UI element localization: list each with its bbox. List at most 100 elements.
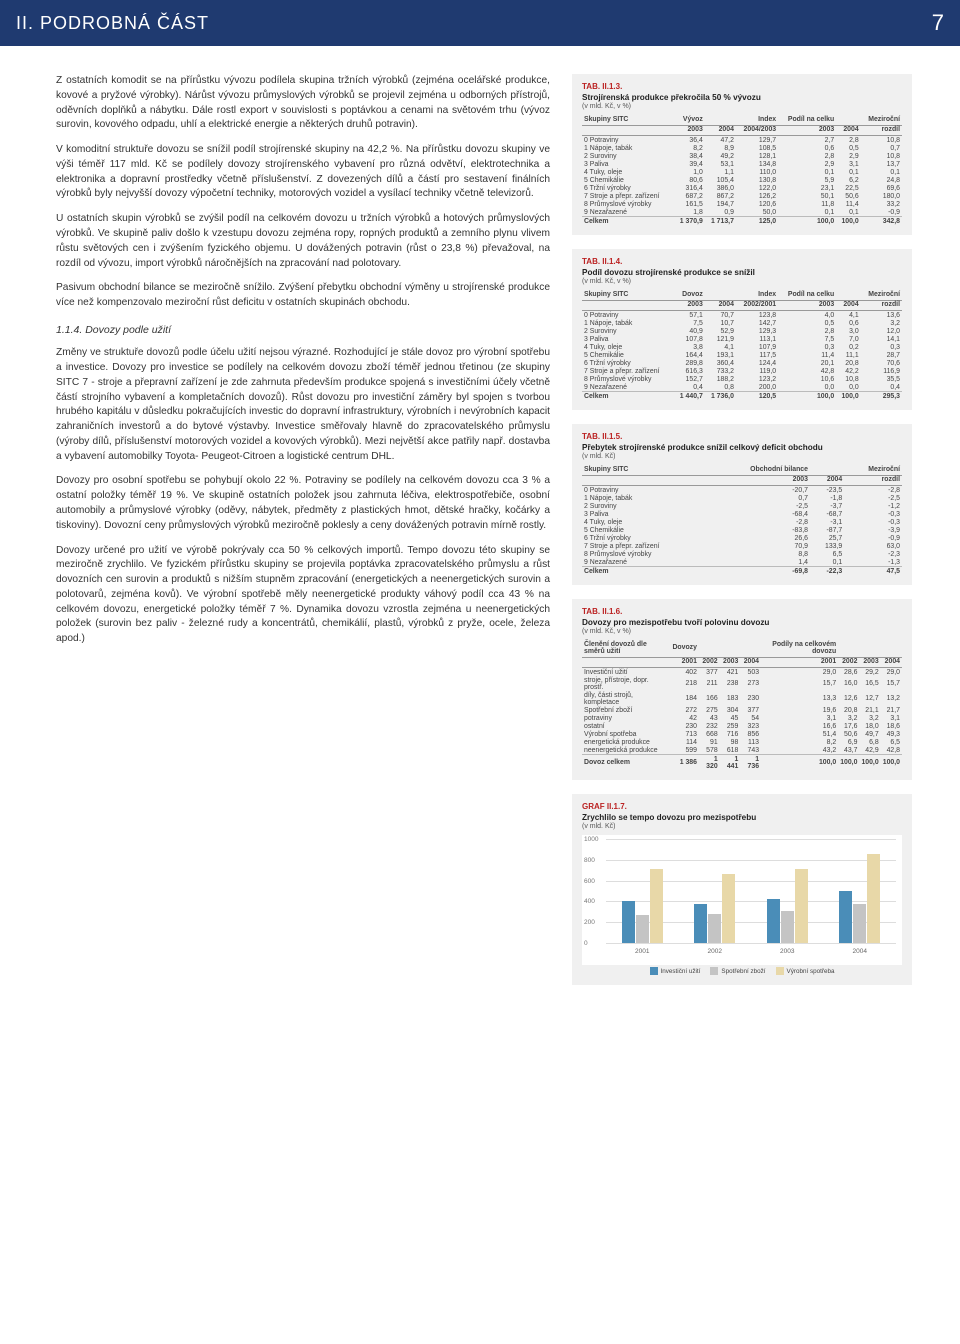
table-cell: 713 [670, 730, 699, 738]
table-unit: (v mld. Kč) [582, 453, 902, 460]
table-cell: 128,1 [736, 152, 778, 160]
table-row: 8 Průmyslové výrobky152,7188,2123,210,61… [582, 375, 902, 383]
chart-area: 020040060080010002001200220032004 [582, 835, 902, 965]
table-cell: -0,9 [861, 208, 902, 217]
table-cell: 230 [670, 722, 699, 730]
table-cell: 35,5 [861, 375, 902, 383]
table-row: 9 Nezařazené0,40,8200,00,00,00,4 [582, 383, 902, 392]
table-cell: 133,9 [810, 542, 844, 550]
table-block-ii13: TAB. II.1.3.Strojírenská produkce překro… [572, 74, 912, 235]
table-cell: 70,9 [710, 542, 810, 550]
table-cell: 134,8 [736, 160, 778, 168]
table-cell: 0,7 [861, 144, 902, 152]
table-header-cell: Vývoz [674, 115, 705, 125]
paragraph: V komoditní struktuře dovozu se snížil p… [56, 143, 550, 202]
table-cell: 120,6 [736, 200, 778, 208]
table-cell: 50,0 [736, 208, 778, 217]
table-cell: 8,9 [705, 144, 736, 152]
table-cell: 70,6 [861, 359, 902, 367]
table-total-row: Dovoz celkem1 3861 3201 4411 736100,0100… [582, 755, 902, 771]
table-cell: 49,2 [705, 152, 736, 160]
table-cell: 43,7 [838, 746, 859, 755]
table-cell: 0,0 [778, 383, 836, 392]
table-header-cell: 2003 [778, 125, 836, 136]
table-row: 9 Nezařazené1,80,950,00,10,1-0,9 [582, 208, 902, 217]
table-row: 7 Stroje a přepr. zařízení70,9133,963,0 [582, 542, 902, 550]
table-cell: 193,1 [705, 351, 736, 359]
bar-group [691, 874, 739, 943]
table-header-cell: 2004/2003 [736, 125, 778, 136]
table-cell: 8,2 [674, 144, 705, 152]
table-header-group: Skupiny SITCVývozIndexPodíl na celkuMezi… [582, 115, 902, 125]
table-cell: 21,7 [881, 706, 902, 714]
table-cell: Celkem [582, 567, 710, 576]
table-header-cell [582, 125, 674, 136]
table-cell: 69,6 [861, 184, 902, 192]
table-cell: 50,6 [838, 730, 859, 738]
table-block-ii15: TAB. II.1.5.Přebytek strojírenské produk… [572, 424, 912, 585]
table-row: ostatní23023225932316,617,618,018,6 [582, 722, 902, 730]
table-cell: 100,0 [881, 755, 902, 771]
chart-bar [767, 899, 780, 943]
table-cell: 2,8 [778, 327, 836, 335]
table-header-cell: 2003 [710, 475, 810, 486]
table-header-cell [838, 640, 859, 657]
table-cell: 26,6 [710, 534, 810, 542]
chart-bars [606, 839, 896, 943]
table-header-cell [582, 475, 710, 486]
table-row: 9 Nezařazené1,40,1-1,3 [582, 558, 902, 567]
chart-xtick: 2002 [708, 948, 722, 955]
table-cell: 49,7 [859, 730, 880, 738]
table-header-cell [705, 290, 736, 300]
table-cell: 29,0 [761, 668, 838, 677]
table-cell: 70,7 [705, 311, 736, 320]
table-cell: 211 [699, 676, 720, 691]
table-header-cell: Dovoz [674, 290, 705, 300]
table-cell: 733,2 [705, 367, 736, 375]
table-cell: -0,9 [844, 534, 902, 542]
table-cell: 2,9 [778, 160, 836, 168]
table-header-cell [582, 657, 670, 668]
table-header-cell [859, 640, 880, 657]
table-label: TAB. II.1.6. [582, 607, 902, 616]
table-cell: 3,0 [836, 327, 861, 335]
table-cell: 180,0 [861, 192, 902, 200]
chart-block-ii17: GRAF II.1.7.Zrychlilo se tempo dovozu pr… [572, 794, 912, 985]
table-cell: 10,7 [705, 319, 736, 327]
table-header-cell: 2003 [859, 657, 880, 668]
table-cell: 3,1 [881, 714, 902, 722]
table-header-cell: Skupiny SITC [582, 465, 710, 475]
table-cell: 3 Paliva [582, 160, 674, 168]
table-header-cell: 2003 [674, 300, 705, 311]
chart-unit: (v mld. Kč) [582, 823, 902, 830]
table-unit: (v mld. Kč, v %) [582, 628, 902, 635]
table-cell: 39,4 [674, 160, 705, 168]
table-cell: 33,2 [861, 200, 902, 208]
table-cell: 7 Stroje a přepr. zařízení [582, 367, 674, 375]
table-row: 6 Tržní výrobky289,8360,4124,420,120,870… [582, 359, 902, 367]
table-cell: 20,8 [838, 706, 859, 714]
table-cell: 120,5 [736, 392, 778, 401]
table-cell: 0,7 [710, 494, 810, 502]
table-cell: -2,8 [844, 486, 902, 495]
table-cell: 114 [670, 738, 699, 746]
table-cell: 0,3 [778, 343, 836, 351]
table-cell: 52,9 [705, 327, 736, 335]
table-cell: 9 Nezařazené [582, 558, 710, 567]
table-cell: 6 Tržní výrobky [582, 534, 710, 542]
table-cell: 6,8 [859, 738, 880, 746]
table-cell: 8 Průmyslové výrobky [582, 200, 674, 208]
table-header-cell: rozdíl [844, 475, 902, 486]
table-row: 4 Tuky, oleje1,01,1110,00,10,10,1 [582, 168, 902, 176]
table-cell: 1 370,9 [674, 217, 705, 226]
table-cell: potraviny [582, 714, 670, 722]
table-cell: 7,5 [674, 319, 705, 327]
table-cell: 5 Chemikálie [582, 176, 674, 184]
table-cell: 63,0 [844, 542, 902, 550]
table-cell: 130,8 [736, 176, 778, 184]
table-cell: -2,5 [710, 502, 810, 510]
table-cell: 49,3 [881, 730, 902, 738]
table-cell: 0,4 [861, 383, 902, 392]
table-header-cell [836, 290, 861, 300]
table-header-cell [740, 640, 761, 657]
